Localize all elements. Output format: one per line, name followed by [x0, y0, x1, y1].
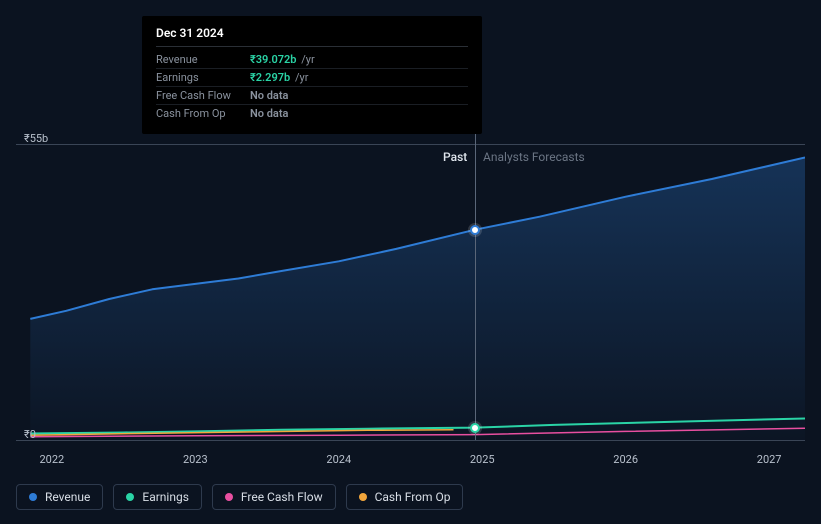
tooltip-key: Revenue: [156, 53, 250, 66]
legend-dot-icon: [29, 493, 37, 501]
hover-marker-revenue: [470, 225, 480, 235]
x-tick-label: 2027: [757, 453, 782, 466]
tooltip-row: Free Cash FlowNo data: [156, 87, 468, 105]
past-label: Past: [443, 150, 467, 164]
y-tick-label: ₹55b: [24, 132, 48, 145]
financial-chart: ₹0₹55b Past Analysts Forecasts 202220232…: [16, 0, 805, 476]
x-tick-label: 2026: [613, 453, 638, 466]
legend-label: Cash From Op: [375, 490, 451, 504]
tooltip-key: Cash From Op: [156, 107, 250, 120]
legend-label: Revenue: [45, 490, 90, 504]
tooltip-row: Cash From OpNo data: [156, 105, 468, 122]
tooltip-key: Earnings: [156, 71, 250, 84]
x-tick-label: 2025: [470, 453, 495, 466]
hover-marker-earnings: [470, 423, 480, 433]
tooltip-value: No data: [250, 89, 288, 102]
forecast-label: Analysts Forecasts: [483, 150, 585, 164]
legend-dot-icon: [225, 493, 233, 501]
legend-item-earnings[interactable]: Earnings: [113, 484, 202, 510]
x-axis: 2022 2023 2024 2025 2026 2027: [16, 440, 805, 476]
legend-item-revenue[interactable]: Revenue: [16, 484, 103, 510]
legend-dot-icon: [126, 493, 134, 501]
tooltip-key: Free Cash Flow: [156, 89, 250, 102]
legend-label: Free Cash Flow: [241, 490, 323, 504]
legend-item-fcf[interactable]: Free Cash Flow: [212, 484, 336, 510]
chart-svg: [16, 144, 805, 440]
chart-legend: Revenue Earnings Free Cash Flow Cash From O…: [16, 484, 463, 510]
plot-area[interactable]: [16, 144, 805, 440]
legend-item-cfo[interactable]: Cash From Op: [346, 484, 464, 510]
tooltip-value: ₹2.297b /yr: [250, 71, 308, 84]
legend-label: Earnings: [142, 490, 189, 504]
tooltip-row: Revenue₹39.072b /yr: [156, 51, 468, 69]
tooltip-value: No data: [250, 107, 288, 120]
tooltip-value: ₹39.072b /yr: [250, 53, 315, 66]
x-tick-label: 2022: [39, 453, 64, 466]
legend-dot-icon: [359, 493, 367, 501]
tooltip-date: Dec 31 2024: [156, 26, 468, 47]
x-tick-label: 2024: [326, 453, 351, 466]
tooltip-row: Earnings₹2.297b /yr: [156, 69, 468, 87]
x-tick-label: 2023: [183, 453, 208, 466]
chart-tooltip: Dec 31 2024 Revenue₹39.072b /yrEarnings₹…: [142, 16, 482, 134]
